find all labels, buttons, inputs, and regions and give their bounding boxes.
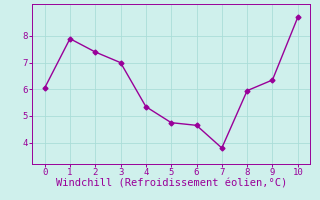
X-axis label: Windchill (Refroidissement éolien,°C): Windchill (Refroidissement éolien,°C) [56, 179, 287, 189]
